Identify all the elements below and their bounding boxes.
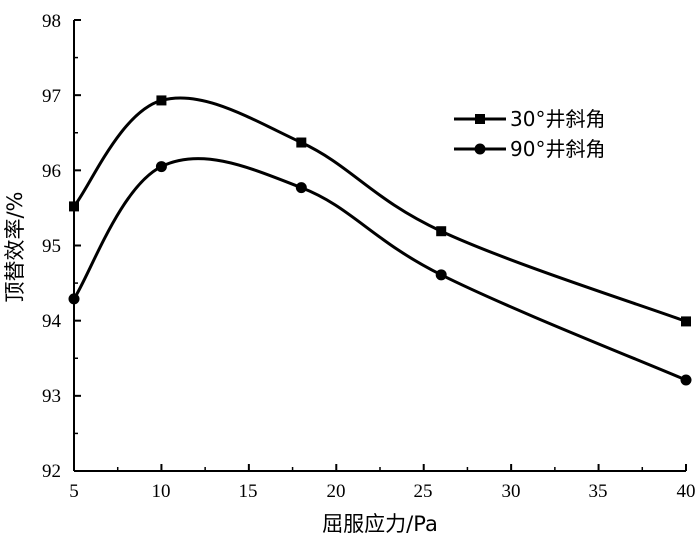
data-point-circle bbox=[295, 182, 307, 194]
x-tick-label: 35 bbox=[589, 481, 608, 502]
data-point-circle bbox=[435, 269, 447, 281]
x-tick-label: 25 bbox=[414, 481, 433, 502]
x-tick-label: 20 bbox=[327, 481, 346, 502]
y-axis-title: 顶替效率/% bbox=[3, 191, 27, 302]
legend: 30°井斜角 90°井斜角 bbox=[454, 107, 605, 161]
y-tick-label: 93 bbox=[42, 386, 61, 407]
y-tick-labels: 92 93 94 95 96 97 98 bbox=[42, 11, 62, 482]
x-tick-label: 15 bbox=[239, 481, 258, 502]
x-axis-title: 屈服应力/Pa bbox=[322, 512, 438, 536]
y-tick-label: 95 bbox=[42, 236, 61, 257]
x-tick-label: 30 bbox=[502, 481, 521, 502]
x-tick-label: 5 bbox=[69, 481, 79, 502]
data-point-circle bbox=[68, 293, 80, 305]
data-point-circle bbox=[680, 374, 692, 386]
y-tick-label: 94 bbox=[42, 311, 62, 332]
x-tick-labels: 5 10 15 20 25 30 35 40 bbox=[69, 481, 695, 502]
legend-circle-marker bbox=[474, 143, 486, 155]
data-point-square bbox=[69, 201, 79, 212]
series-line-1 bbox=[72, 96, 687, 323]
legend-label-90: 90°井斜角 bbox=[510, 137, 605, 161]
data-point-square bbox=[156, 95, 167, 106]
data-point-square bbox=[681, 316, 691, 327]
x-tick-label: 40 bbox=[677, 481, 696, 502]
data-point-square bbox=[436, 226, 447, 237]
data-point-circle bbox=[155, 161, 167, 173]
plot-area bbox=[68, 19, 692, 472]
y-tick-label: 92 bbox=[42, 461, 61, 482]
legend-square-marker bbox=[475, 114, 485, 124]
series-line-2 bbox=[72, 157, 687, 382]
legend-label-30: 30°井斜角 bbox=[510, 107, 605, 131]
data-point-square bbox=[296, 137, 307, 148]
y-tick-label: 96 bbox=[42, 161, 61, 182]
x-tick-label: 10 bbox=[152, 481, 171, 502]
y-tick-label: 97 bbox=[42, 86, 61, 107]
y-tick-label: 98 bbox=[42, 11, 61, 32]
